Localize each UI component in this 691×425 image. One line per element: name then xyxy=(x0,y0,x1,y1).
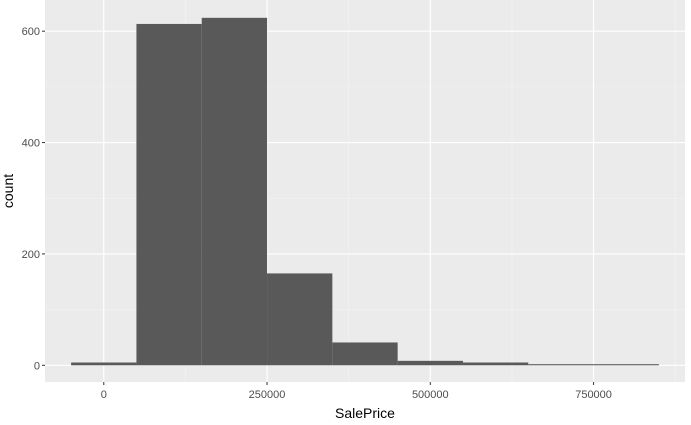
histogram-bar xyxy=(462,362,529,366)
x-tick-label: 0 xyxy=(101,389,107,401)
histogram-bar xyxy=(267,273,333,366)
x-axis-title: SalePrice xyxy=(335,405,395,421)
histogram-bars xyxy=(71,17,659,366)
x-tick-label: 500000 xyxy=(412,389,449,401)
y-tick-label: 0 xyxy=(34,360,40,372)
histogram-bar xyxy=(397,360,463,366)
x-tick-label: 250000 xyxy=(249,389,286,401)
histogram-bar xyxy=(593,364,659,366)
histogram-bar xyxy=(528,364,594,366)
y-tick-label: 400 xyxy=(22,138,40,150)
x-tick-label: 750000 xyxy=(575,389,612,401)
y-tick-label: 600 xyxy=(22,26,40,38)
y-axis-title: count xyxy=(0,174,16,208)
histogram-bar xyxy=(201,17,268,366)
histogram-bar xyxy=(71,362,137,366)
x-axis-ticks: 0 250000 500000 750000 xyxy=(101,382,612,401)
histogram-bar xyxy=(136,23,202,366)
histogram-bar xyxy=(332,342,398,366)
y-axis-ticks: 0 200 400 600 xyxy=(22,26,45,372)
y-tick-label: 200 xyxy=(22,249,40,261)
